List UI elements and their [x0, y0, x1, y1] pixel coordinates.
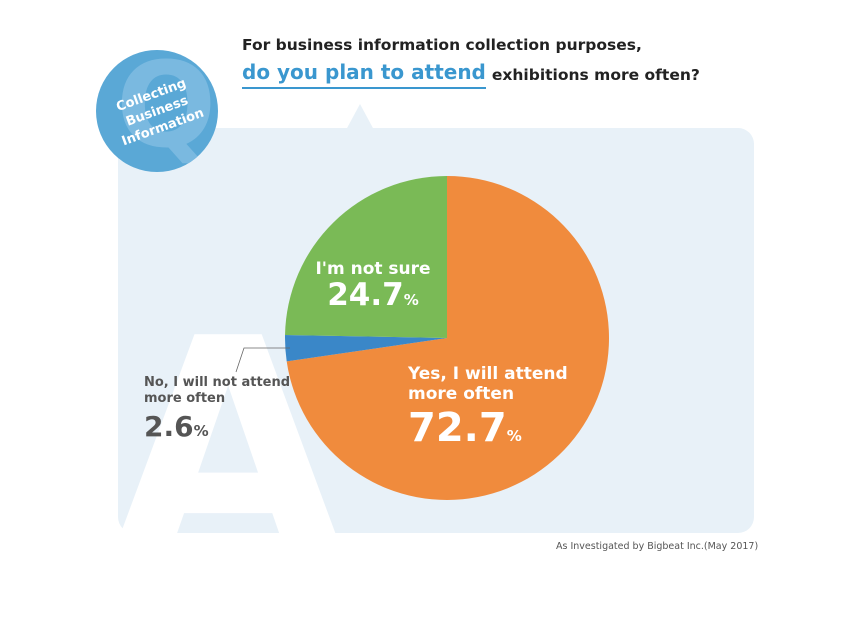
slice-value: 2.6% [144, 410, 209, 443]
source-note: As Investigated by Bigbeat Inc.(May 2017… [556, 541, 759, 552]
pie-slice-yes [286, 176, 610, 500]
pie-chart [235, 176, 610, 500]
question-line-1: For business information collection purp… [242, 36, 642, 54]
leader-line [235, 347, 290, 373]
question-line-2: do you plan to attend exhibitions more o… [242, 60, 700, 89]
pie-slice-not-sure [285, 176, 447, 338]
question-highlight: do you plan to attend [242, 60, 486, 89]
question-letter: Q [116, 50, 217, 172]
slice-label-text: Yes, I will attend [408, 364, 568, 384]
question-badge: Q Collecting Business Information [96, 50, 218, 172]
slice-label-not-sure: I'm not sure 24.7% [288, 258, 458, 311]
pie-slice-no [285, 334, 447, 362]
slice-value: 24.7% [327, 277, 419, 313]
slice-label-text: more often [408, 384, 515, 404]
slice-label-yes: Yes, I will attend more often 72.7% [408, 364, 568, 448]
slice-label-text: I'm not sure [315, 259, 431, 279]
slice-value: 72.7% [408, 405, 522, 451]
slice-label-text: No, I will not attend [144, 375, 291, 390]
panel-pointer [346, 104, 374, 130]
question-rest: exhibitions more often? [491, 66, 700, 84]
slice-label-text: more often [144, 391, 226, 406]
slice-label-no: No, I will not attend more often 2.6% [144, 375, 290, 441]
